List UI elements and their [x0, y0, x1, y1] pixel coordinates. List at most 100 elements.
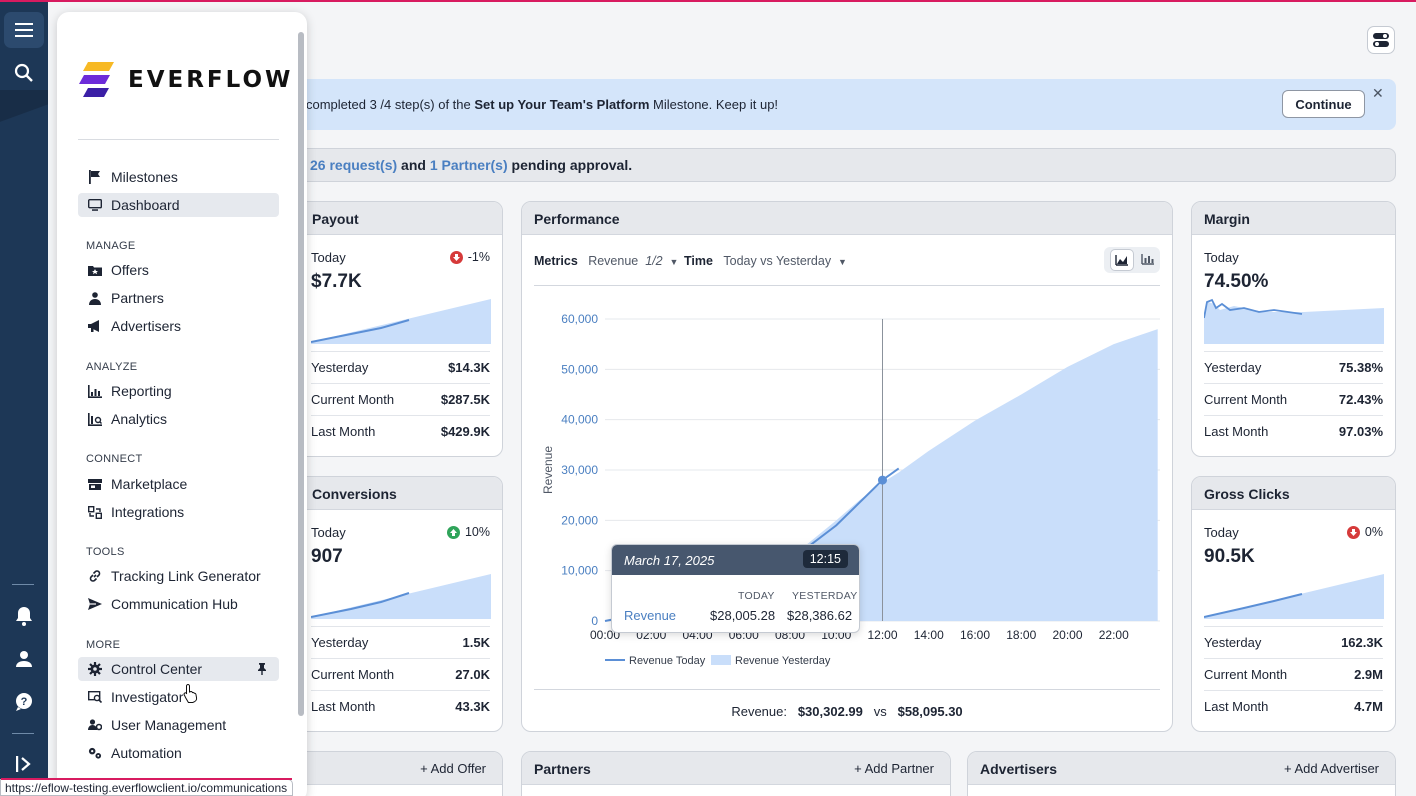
- partners-title: Partners: [534, 761, 591, 777]
- conversions-today-value: 907: [311, 546, 343, 567]
- top-accent-line: [0, 0, 1416, 2]
- payout-today-value: $7.7K: [311, 271, 362, 292]
- x-tick-label: 20:00: [1052, 628, 1082, 642]
- pin-icon[interactable]: [257, 662, 267, 678]
- payout-sparkline: [311, 299, 491, 344]
- area-chart-icon[interactable]: [1109, 249, 1134, 271]
- margin-sparkline: [1204, 298, 1384, 344]
- x-tick-label: 14:00: [914, 628, 944, 642]
- navigation-menu: EVERFLOW Milestones Dashboard MANAGE Off…: [57, 12, 307, 796]
- add-partner-button[interactable]: + Add Partner: [854, 761, 934, 776]
- bell-icon[interactable]: [4, 598, 44, 634]
- menu-item-control-center[interactable]: Control Center: [78, 657, 279, 681]
- milestone-banner: completed 3 /4 step(s) of the Set up You…: [290, 79, 1396, 130]
- add-offer-button[interactable]: + Add Offer: [420, 761, 486, 776]
- offers-card: + Add Offer: [290, 751, 503, 796]
- menu-item-integrations[interactable]: Integrations: [78, 500, 279, 524]
- flag-icon: [88, 170, 102, 184]
- logo-text: EVERFLOW: [128, 66, 294, 93]
- margin-card: Margin Today 74.50% Yesterday 75.38% Curr…: [1191, 201, 1396, 457]
- menu-item-marketplace[interactable]: Marketplace: [78, 472, 279, 496]
- partners-icon: [88, 291, 102, 305]
- chevron-down-icon: ▼: [838, 257, 847, 267]
- search-icon[interactable]: [4, 55, 44, 91]
- pending-requests-link[interactable]: 26 request(s): [310, 157, 398, 173]
- everflow-logo[interactable]: EVERFLOW: [79, 62, 293, 97]
- send-icon: [88, 597, 102, 611]
- hamburger-icon[interactable]: [4, 12, 44, 48]
- section-manage: MANAGE: [86, 240, 136, 252]
- bar-chart-icon[interactable]: [1140, 253, 1155, 268]
- legend-swatch-yesterday: [711, 655, 731, 665]
- menu-item-tracking-link-generator[interactable]: Tracking Link Generator: [78, 564, 279, 588]
- add-advertiser-button[interactable]: + Add Advertiser: [1283, 761, 1379, 776]
- close-icon[interactable]: ✕: [1372, 85, 1384, 101]
- payout-title: Payout: [291, 202, 502, 235]
- everflow-logo-icon: [79, 62, 114, 97]
- menu-scrollbar[interactable]: [298, 32, 304, 716]
- margin-today-value: 74.50%: [1204, 271, 1269, 292]
- reporting-icon: [88, 384, 102, 398]
- pending-partners-link[interactable]: 1 Partner(s): [429, 157, 508, 173]
- link-icon: [88, 569, 102, 583]
- arrow-down-icon: [1346, 525, 1360, 539]
- menu-item-offers[interactable]: Offers: [78, 258, 279, 282]
- chart-tooltip: March 17, 2025 12:15 TODAY YESTERDAY Reve…: [611, 544, 860, 633]
- gross-clicks-title: Gross Clicks: [1192, 477, 1395, 510]
- svg-text:?: ?: [21, 696, 28, 708]
- view-toggle-button[interactable]: [1367, 26, 1395, 54]
- y-tick-label: 20,000: [561, 513, 598, 527]
- revenue-totals: Revenue: $30,302.99 vs $58,095.30: [731, 704, 963, 719]
- legend-label-yesterday: Revenue Yesterday: [735, 655, 831, 667]
- pointer-cursor-icon: [183, 683, 198, 703]
- menu-item-partners[interactable]: Partners: [78, 286, 279, 310]
- advertisers-title: Advertisers: [980, 761, 1058, 777]
- help-icon[interactable]: ?: [4, 684, 44, 720]
- menu-item-advertisers[interactable]: Advertisers: [78, 314, 279, 338]
- y-axis-label: Revenue: [541, 446, 555, 494]
- store-icon: [88, 477, 102, 491]
- menu-item-reporting[interactable]: Reporting: [78, 379, 279, 403]
- hover-point: [878, 475, 887, 485]
- x-tick-label: 12:00: [867, 628, 897, 642]
- gross-clicks-today-value: 90.5K: [1204, 546, 1255, 567]
- gear-icon: [88, 662, 102, 676]
- arrow-down-icon: [449, 250, 463, 264]
- metrics-control[interactable]: Metrics Revenue 1/2 ▼: [534, 254, 679, 268]
- x-tick-label: 16:00: [960, 628, 990, 642]
- y-tick-label: 30,000: [561, 463, 598, 477]
- section-tools: TOOLS: [86, 546, 125, 558]
- payout-change: -1%: [449, 250, 490, 264]
- expand-icon[interactable]: [4, 746, 44, 782]
- time-control[interactable]: Time Today vs Yesterday ▼: [684, 254, 847, 268]
- investigator-icon: [88, 690, 102, 704]
- partners-card: Partners + Add Partner: [521, 751, 951, 796]
- menu-item-analytics[interactable]: Analytics: [78, 407, 279, 431]
- tooltip-time: 12:15: [802, 550, 848, 568]
- automation-icon: [88, 746, 102, 760]
- payout-card: Payout Today -1% $7.7K Yesterday $14.3K C…: [290, 201, 503, 457]
- performance-title: Performance: [522, 202, 1172, 235]
- tooltip-date: March 17, 2025: [624, 553, 715, 568]
- chevron-down-icon: ▼: [669, 257, 679, 267]
- menu-item-milestones[interactable]: Milestones: [78, 165, 279, 189]
- y-tick-label: 10,000: [561, 564, 598, 578]
- continue-button[interactable]: Continue: [1282, 90, 1365, 118]
- gross-clicks-card: Gross Clicks Today 0% 90.5K Yesterday 162…: [1191, 476, 1396, 732]
- user-management-icon: [88, 718, 102, 732]
- menu-item-investigator[interactable]: Investigator: [78, 685, 279, 709]
- user-icon[interactable]: [4, 641, 44, 677]
- status-bar-url: https://eflow-testing.everflowclient.io/…: [0, 778, 294, 796]
- performance-card: Performance Metrics Revenue 1/2 ▼ Time T…: [521, 201, 1173, 732]
- advertisers-card: Advertisers + Add Advertiser: [967, 751, 1396, 796]
- y-tick-label: 0: [591, 614, 598, 628]
- analytics-icon: [88, 412, 102, 426]
- legend-label-today: Revenue Today: [629, 655, 706, 667]
- menu-item-automation[interactable]: Automation: [78, 741, 279, 765]
- menu-item-user-management[interactable]: User Management: [78, 713, 279, 737]
- menu-item-dashboard[interactable]: Dashboard: [78, 193, 279, 217]
- section-more: MORE: [86, 639, 121, 651]
- menu-item-communication-hub[interactable]: Communication Hub: [78, 592, 279, 616]
- chart-type-switch: [1104, 247, 1160, 273]
- milestone-text: completed 3 /4 step(s) of the Set up You…: [306, 97, 779, 112]
